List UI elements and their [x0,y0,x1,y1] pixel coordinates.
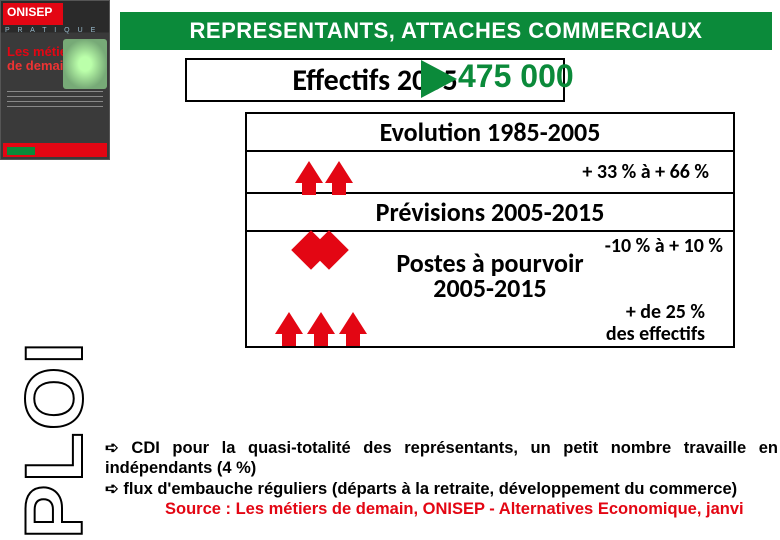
brochure-brand: ONISEP [7,5,52,19]
content-table: Evolution 1985-2005 + 33 % à + 66 % Prév… [245,112,735,348]
postes-value-line2: des effectifs [606,322,705,346]
footer-text: ➪ CDI pour la quasi-totalité des représe… [105,438,778,521]
main-stat-value: 475 000 [458,58,574,95]
bullet-icon: ➪ [105,439,119,457]
arrow-up-icon [295,161,323,183]
evolution-value: + 33 % à + 66 % [353,160,725,184]
page-title: REPRESENTANTS, ATTACHES COMMERCIAUX [190,18,703,44]
header-band: REPRESENTANTS, ATTACHES COMMERCIAUX [120,12,772,50]
brochure-thumbnail: ONISEP P R A T I Q U E Les métiers de de… [0,0,110,160]
arrow-up-icon [275,312,303,334]
previsions-title: Prévisions 2005-2015 [245,192,735,230]
brochure-image [63,39,107,89]
vertical-label: EMPLOI [8,303,102,540]
play-triangle-icon [421,60,457,98]
brochure-title-line2: de demain [7,58,71,73]
evolution-title: Evolution 1985-2005 [245,112,735,150]
postes-arrows [255,312,367,334]
previsions-postes-row: -10 % à + 10 % Postes à pourvoir 2005-20… [245,230,735,292]
bullet-icon: ➪ [105,480,119,498]
vertical-label-container: EMPLOI [0,150,110,540]
postes-title-line2: 2005-2015 [247,272,733,304]
brochure-lines [7,87,103,111]
footer-source: Source : Les métiers de demain, ONISEP -… [165,500,744,518]
arrow-up-icon [325,161,353,183]
brochure-series: P R A T I Q U E [5,27,98,34]
evolution-arrows [255,161,353,183]
evolution-row: + 33 % à + 66 % [245,150,735,192]
arrow-up-icon [339,312,367,334]
arrow-up-icon [307,312,335,334]
postes-value: + de 25 % des effectifs [367,301,725,345]
footer-line1: CDI pour la quasi-totalité des représent… [105,439,778,478]
footer-line2: flux d'embauche réguliers (départs à la … [123,480,737,498]
